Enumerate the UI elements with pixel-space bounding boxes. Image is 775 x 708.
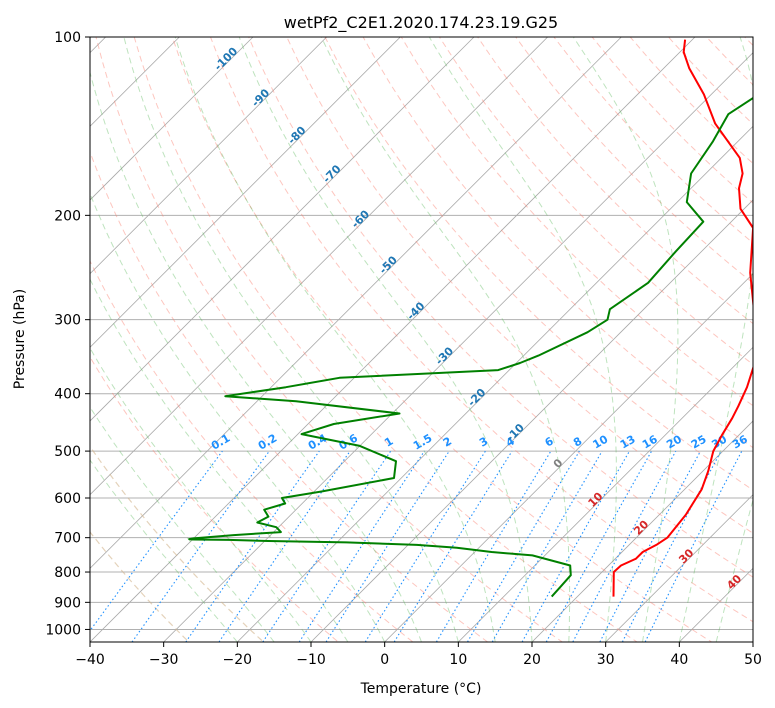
moist-adiabat-line	[238, 37, 533, 642]
dry-adiabat-line	[90, 445, 265, 642]
mixing-ratio-line	[393, 450, 513, 642]
dry-adiabat-line	[210, 37, 753, 623]
mixing-ratio-line	[644, 450, 743, 642]
dry-adiabat-line	[362, 37, 753, 449]
isobar-lines	[90, 37, 753, 630]
x-tick-label: −40	[75, 652, 105, 668]
y-tick-label: 500	[54, 444, 81, 460]
mixing-ratio-line	[218, 450, 351, 642]
x-axis-title: Temperature (°C)	[360, 681, 482, 697]
x-tick-label: 30	[597, 652, 615, 668]
dry-adiabat-line	[438, 37, 753, 366]
dry-adiabat-line	[400, 37, 753, 407]
mixing-ratio-line	[298, 450, 425, 642]
mixing-ratio-line	[90, 450, 223, 632]
isotherm-line	[90, 37, 254, 201]
dry-adiabat-line	[171, 37, 713, 642]
moist-adiabat-line	[572, 37, 679, 642]
isotherm-line	[90, 37, 622, 569]
moist-adiabat-line	[174, 37, 496, 642]
isotherm-line	[384, 273, 753, 642]
isotherm-line	[90, 37, 475, 422]
moist-adiabat-line	[428, 37, 617, 642]
moist-adiabat-line	[90, 459, 238, 642]
y-axis-title: Pressure (hPa)	[12, 289, 28, 389]
profile-series	[188, 39, 753, 598]
moist-adiabat-line	[90, 347, 312, 642]
x-tick-label: −20	[223, 652, 253, 668]
isotherm-line	[458, 346, 753, 642]
moist-adiabat-line	[90, 70, 422, 642]
mixing-ratio-line	[131, 450, 270, 642]
dry-adiabat-line	[324, 37, 753, 491]
dry-adiabat-line	[286, 37, 753, 534]
isotherm-line	[310, 199, 753, 642]
x-tick-label: 50	[744, 652, 762, 668]
dewpoint-profile-line	[188, 96, 753, 598]
y-axis: 100 200 300 400 500 600 700 800 900 1000	[45, 30, 90, 638]
x-tick-label: 0	[380, 652, 389, 668]
isotherm-line	[90, 37, 696, 642]
mixing-ratio-line	[545, 450, 653, 642]
mixing-ratio-line	[572, 450, 677, 642]
x-tick-label: −30	[149, 652, 179, 668]
plot-frame	[89, 36, 754, 643]
x-tick-label: 40	[670, 652, 688, 668]
moist-adiabat-line	[123, 37, 459, 642]
mixing-ratio-line	[262, 450, 392, 642]
moist-adiabat-line	[90, 192, 386, 642]
y-tick-label: 100	[54, 30, 81, 46]
moist-adiabat-line	[320, 37, 571, 642]
isotherm-lines	[90, 37, 753, 642]
dry-adiabat-line	[90, 259, 414, 642]
chart-title: wetPf2_C2E1.2020.174.23.19.G25	[284, 13, 558, 33]
x-tick-label: 10	[449, 652, 467, 668]
moist-adiabat-line	[715, 497, 753, 642]
x-tick-label: −10	[296, 652, 326, 668]
dry-adiabat-line	[95, 37, 564, 642]
y-tick-label: 1000	[45, 622, 81, 638]
dry-adiabat-line	[90, 356, 339, 642]
x-tick-label: 20	[523, 652, 541, 668]
y-tick-label: 600	[54, 491, 81, 507]
isotherm-line	[237, 125, 753, 642]
plot-area: 0.1 0.2 0.4 0.6 1 1.5 2 3 4 6 8 10 13 16 20 25 30 36-100-…	[90, 37, 753, 642]
dry-adiabat-line	[133, 37, 638, 642]
moist-adiabat-line	[678, 37, 753, 642]
moist-adiabat-lines	[90, 37, 753, 642]
mixing-ratio-line	[185, 450, 320, 642]
isotherm-line	[90, 37, 548, 496]
y-tick-label: 800	[54, 565, 81, 581]
moist-adiabat-line	[90, 278, 349, 642]
y-tick-label: 700	[54, 531, 81, 547]
isotherm-line	[531, 420, 753, 642]
y-tick-label: 400	[54, 387, 81, 403]
y-tick-label: 900	[54, 595, 81, 611]
dry-adiabat-line	[90, 150, 489, 642]
moist-adiabat-line	[90, 406, 275, 642]
isotherm-line	[90, 37, 327, 275]
dry-adiabat-line	[248, 37, 753, 578]
y-tick-label: 300	[54, 313, 81, 329]
mixing-ratio-lines	[90, 450, 743, 642]
isotherm-line	[90, 37, 401, 348]
y-tick-label: 200	[54, 208, 81, 224]
dry-adiabat-lines	[90, 37, 753, 642]
temperature-profile-line	[612, 39, 753, 597]
mixing-ratio-line	[325, 450, 450, 642]
x-axis: −40 −30 −20 −10 0 10 20 30 40 50	[75, 642, 762, 668]
isotherm-line	[605, 494, 753, 642]
